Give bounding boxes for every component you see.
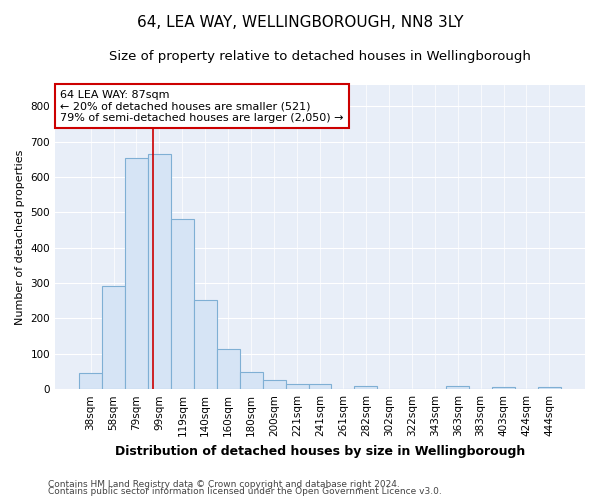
Text: 64, LEA WAY, WELLINGBOROUGH, NN8 3LY: 64, LEA WAY, WELLINGBOROUGH, NN8 3LY [137, 15, 463, 30]
Bar [194, 300, 217, 389]
Bar [446, 386, 469, 389]
Bar [240, 372, 263, 389]
Y-axis label: Number of detached properties: Number of detached properties [15, 150, 25, 325]
Bar [355, 386, 377, 389]
Bar [308, 384, 331, 389]
Text: 64 LEA WAY: 87sqm
← 20% of detached houses are smaller (521)
79% of semi-detache: 64 LEA WAY: 87sqm ← 20% of detached hous… [61, 90, 344, 123]
Bar [171, 220, 194, 389]
Bar [148, 154, 171, 389]
X-axis label: Distribution of detached houses by size in Wellingborough: Distribution of detached houses by size … [115, 444, 525, 458]
Bar [286, 384, 308, 389]
Bar [102, 286, 125, 389]
Bar [217, 349, 240, 389]
Text: Contains public sector information licensed under the Open Government Licence v3: Contains public sector information licen… [48, 488, 442, 496]
Bar [125, 158, 148, 389]
Bar [263, 380, 286, 389]
Text: Contains HM Land Registry data © Crown copyright and database right 2024.: Contains HM Land Registry data © Crown c… [48, 480, 400, 489]
Bar [79, 374, 102, 389]
Title: Size of property relative to detached houses in Wellingborough: Size of property relative to detached ho… [109, 50, 531, 63]
Bar [492, 388, 515, 389]
Bar [538, 388, 561, 389]
